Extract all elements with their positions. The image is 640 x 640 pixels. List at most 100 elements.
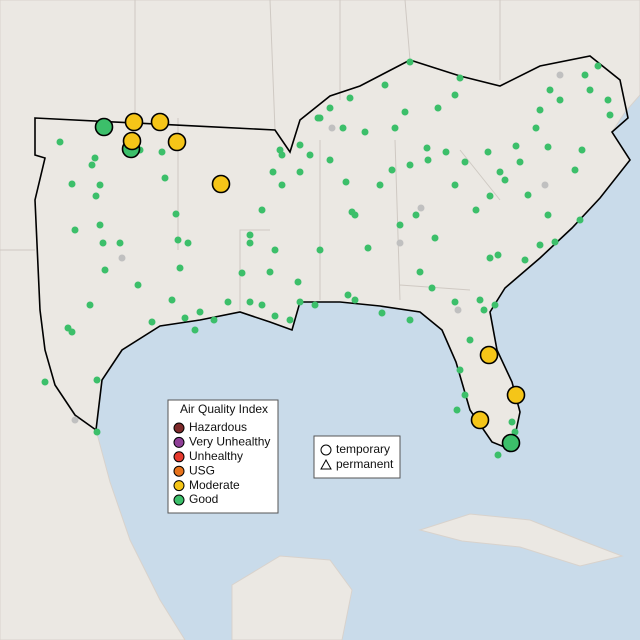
monitor-marker (174, 236, 182, 244)
monitor-marker (271, 246, 279, 254)
monitor-marker (391, 124, 399, 132)
monitor-marker (93, 376, 101, 384)
monitor-marker (271, 312, 279, 320)
monitor-marker (536, 106, 544, 114)
monitor-marker (184, 239, 192, 247)
monitor-marker (296, 141, 304, 149)
monitor-marker (494, 251, 502, 259)
monitor-marker (286, 316, 294, 324)
monitor-marker (326, 156, 334, 164)
monitor-marker (461, 391, 469, 399)
monitor-marker (246, 239, 254, 247)
monitor-marker (211, 174, 231, 194)
monitor-marker (456, 366, 464, 374)
monitor-marker (451, 181, 459, 189)
monitor-marker (344, 291, 352, 299)
monitor-marker (161, 174, 169, 182)
monitor-marker (71, 226, 79, 234)
yucatan (231, 555, 353, 640)
monitor-marker (56, 138, 64, 146)
legend-label: Moderate (189, 478, 240, 492)
monitor-marker (68, 328, 76, 336)
monitor-marker (158, 148, 166, 156)
monitor-marker (258, 301, 266, 309)
monitor-marker (406, 316, 414, 324)
legend-swatch (173, 436, 185, 448)
monitor-marker (466, 336, 474, 344)
monitor-marker (258, 206, 266, 214)
monitor-marker (94, 117, 114, 137)
monitor-marker (453, 406, 461, 414)
monitor-marker (41, 378, 49, 386)
legend-box (167, 399, 279, 514)
monitor-marker (124, 112, 144, 132)
monitor-marker (238, 269, 246, 277)
monitor-marker (451, 91, 459, 99)
monitor-marker (476, 296, 484, 304)
region-outline (34, 55, 631, 452)
monitor-marker (451, 298, 459, 306)
monitor-marker (486, 254, 494, 262)
legend-label: Very Unhealthy (189, 435, 270, 449)
monitor-marker (376, 181, 384, 189)
monitor-marker (406, 161, 414, 169)
monitor-marker (396, 221, 404, 229)
monitor-marker (486, 192, 494, 200)
monitor-marker (148, 318, 156, 326)
monitor-marker (604, 96, 612, 104)
monitor-marker (581, 71, 589, 79)
monitor-marker (361, 128, 369, 136)
monitor-marker (516, 158, 524, 166)
monitor-marker (134, 281, 142, 289)
monitor-marker (401, 108, 409, 116)
monitor-marker (544, 143, 552, 151)
monitor-marker (276, 146, 284, 154)
monitor-marker (491, 301, 499, 309)
monitor-marker (351, 296, 359, 304)
monitor-marker (96, 221, 104, 229)
monitor-marker (210, 316, 218, 324)
inactive-marker (328, 124, 336, 132)
monitor-marker (494, 451, 502, 459)
legend-swatch (173, 480, 185, 492)
monitor-marker (571, 166, 579, 174)
monitor-marker (521, 256, 529, 264)
monitor-marker (506, 385, 526, 405)
monitor-marker (101, 266, 109, 274)
monitor-marker (544, 211, 552, 219)
cuba (418, 513, 624, 567)
legend-box (313, 435, 401, 479)
legend-label: Good (189, 492, 218, 506)
monitor-marker (311, 301, 319, 309)
monitor-marker (508, 418, 516, 426)
monitor-marker (168, 296, 176, 304)
monitor-marker (269, 168, 277, 176)
monitor-marker (532, 124, 540, 132)
monitor-marker (176, 264, 184, 272)
monitor-marker (122, 131, 142, 151)
monitor-marker (556, 96, 564, 104)
monitor-marker (346, 94, 354, 102)
monitor-marker (431, 234, 439, 242)
monitor-marker (406, 58, 414, 66)
monitor-marker (278, 181, 286, 189)
monitor-marker (578, 146, 586, 154)
shape-label: permanent (336, 457, 394, 471)
monitor-marker (512, 142, 520, 150)
monitor-marker (480, 306, 488, 314)
monitor-marker (551, 238, 559, 246)
monitor-marker (606, 111, 614, 119)
monitor-marker (461, 158, 469, 166)
monitor-marker (351, 211, 359, 219)
monitor-marker (191, 326, 199, 334)
monitor-marker (416, 268, 424, 276)
inactive-marker (417, 204, 425, 212)
inactive-marker (396, 239, 404, 247)
shape-legend: temporary permanent (313, 435, 401, 479)
monitor-marker (472, 206, 480, 214)
monitor-marker (381, 81, 389, 89)
monitor-marker (99, 239, 107, 247)
monitor-marker (536, 241, 544, 249)
